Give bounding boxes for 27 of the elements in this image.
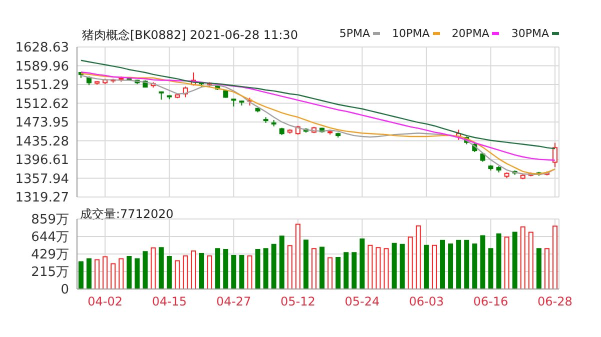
y-tick-label: 1628.63 <box>15 40 69 56</box>
y-tick-label: 1319.27 <box>15 190 69 206</box>
x-tick-label: 05-12 <box>280 294 316 309</box>
y-tick-label: 859万 <box>31 212 69 228</box>
y-tick-label: 1473.95 <box>15 116 69 131</box>
legend-label: 10PMA <box>392 27 430 40</box>
y-tick-label: 215万 <box>31 265 69 280</box>
x-tick-label: 05-24 <box>344 294 380 309</box>
chart-title: 猪肉概念[BK0882] 2021-06-28 11:30 <box>82 27 298 44</box>
y-tick-label: 644万 <box>31 230 69 246</box>
y-tick-label: 429万 <box>31 248 69 263</box>
x-tick-label: 06-03 <box>409 294 444 309</box>
x-tick-label: 04-15 <box>152 294 187 309</box>
x-tick-label: 06-16 <box>473 294 508 309</box>
y-tick-label: 1551.29 <box>15 78 69 94</box>
x-tick-label: 06-28 <box>538 294 572 309</box>
y-tick-label: 1357.94 <box>15 172 69 187</box>
y-tick-label: 1512.62 <box>15 96 69 112</box>
y-tick-label: 0 <box>60 282 69 298</box>
x-tick-label: 04-02 <box>88 294 123 309</box>
x-tick-label: 04-27 <box>216 294 252 309</box>
legend-label: 20PMA <box>452 27 490 40</box>
y-tick-label: 1396.61 <box>15 153 69 168</box>
legend-label: 5PMA <box>339 27 370 40</box>
y-tick-label: 1589.96 <box>15 59 69 74</box>
y-tick-label: 1435.28 <box>15 134 69 150</box>
legend-label: 30PMA <box>511 27 549 40</box>
